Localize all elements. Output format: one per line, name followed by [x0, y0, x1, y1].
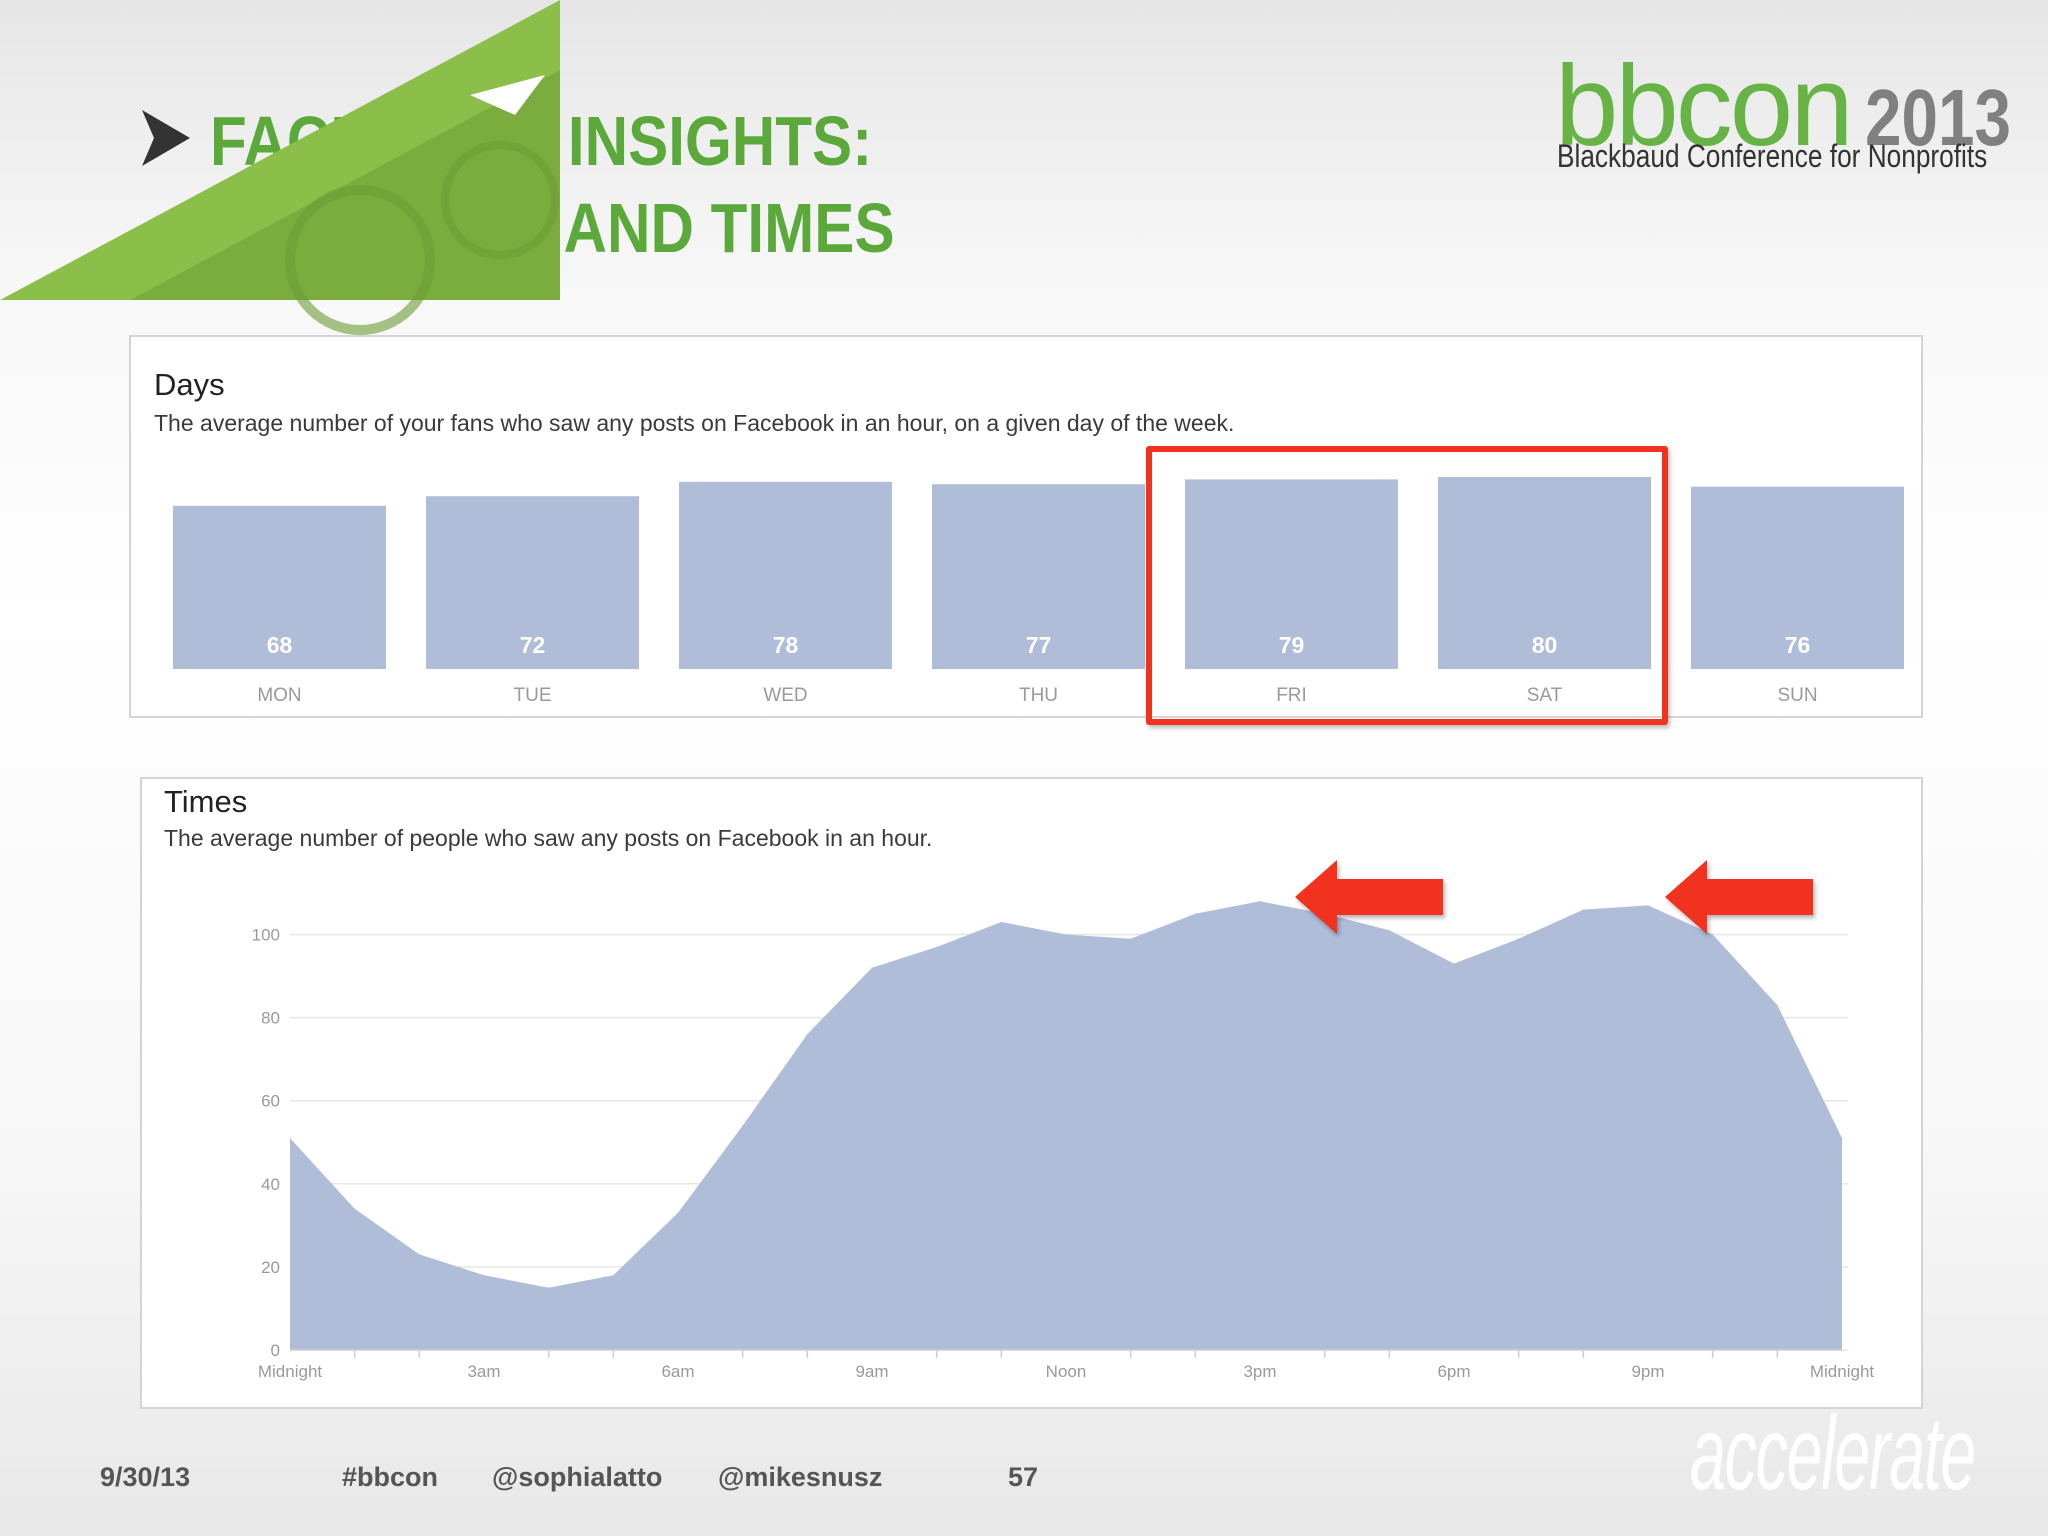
data-point-5: [612, 1274, 614, 1276]
data-point-23: [1776, 1004, 1778, 1006]
data-point-14: [1194, 913, 1196, 915]
bar-category-sun: SUN: [1777, 685, 1817, 706]
footer-handle-1: @sophialatto: [492, 1462, 663, 1492]
bar-fri: [1185, 479, 1398, 669]
logo-wordmark: bbcon: [1555, 43, 1854, 170]
data-point-17: [1388, 929, 1390, 931]
times-title: Times: [164, 784, 248, 819]
bar-category-tue: TUE: [514, 685, 552, 706]
bar-category-wed: WED: [763, 685, 807, 706]
x-tick-1: 3am: [467, 1362, 500, 1381]
logo-subtitle: Blackbaud Conference for Nonprofits: [1557, 138, 1988, 174]
bar-sat: [1438, 477, 1651, 669]
x-tick-2: 6am: [661, 1362, 694, 1381]
accelerate-wordmark: accelerate: [1690, 1396, 1976, 1512]
x-tick-8: Midnight: [1810, 1362, 1875, 1381]
days-title: Days: [154, 367, 225, 402]
bar-value-thu: 77: [1026, 632, 1052, 658]
x-tick-4: Noon: [1046, 1362, 1087, 1381]
days-bar-chart: 68 MON 72 TUE 78 WED 77 THU 79 FRI 80 SAT 76 SUN: [173, 477, 1904, 706]
x-tick-7: 9pm: [1631, 1362, 1664, 1381]
data-point-15: [1259, 900, 1261, 902]
accelerate-corner-graphic: [0, 0, 560, 335]
x-tick-6: 6pm: [1437, 1362, 1470, 1381]
data-point-12: [1065, 934, 1067, 935]
bar-value-mon: 68: [267, 632, 293, 658]
times-panel: Times The average number of people who s…: [140, 777, 1923, 1409]
y-tick-0: 0: [271, 1341, 280, 1360]
peak-arrow-9pm-icon: [1665, 860, 1813, 934]
y-tick-20: 20: [261, 1258, 280, 1277]
data-point-13: [1130, 938, 1132, 940]
x-tick-5: 3pm: [1243, 1362, 1276, 1381]
data-point-7: [742, 1125, 744, 1127]
bbcon-logo: bbcon 2013 Blackbaud Conference for Nonpr…: [1555, 43, 2011, 175]
bar-wed: [679, 481, 892, 669]
footer-hashtag: #bbcon: [342, 1462, 439, 1492]
data-point-19: [1518, 938, 1520, 940]
data-point-24: [1841, 1137, 1843, 1139]
data-point-11: [1000, 921, 1002, 923]
title-chevron-icon: [142, 110, 190, 166]
bar-value-sun: 76: [1785, 632, 1811, 658]
bar-category-fri: FRI: [1276, 685, 1307, 706]
bar-category-sat: SAT: [1527, 685, 1563, 706]
bar-value-fri: 79: [1279, 632, 1305, 658]
x-tick-0: Midnight: [258, 1362, 323, 1381]
bar-sun: [1691, 486, 1904, 669]
data-point-2: [418, 1253, 420, 1255]
data-point-0: [289, 1137, 291, 1139]
fri-sat-highlight-box: [1146, 446, 1668, 725]
footer-date: 9/30/13: [100, 1462, 191, 1492]
data-point-3: [483, 1274, 485, 1276]
bar-category-mon: MON: [257, 685, 301, 706]
times-area-chart: 0 20 40 60 80 100 Midnight 3am 6am 9am Noon 3pm 6pm 9…: [252, 900, 1875, 1381]
peak-arrow-3pm-icon: [1295, 860, 1443, 934]
y-tick-100: 100: [252, 926, 280, 945]
bar-value-sat: 80: [1532, 632, 1558, 658]
y-tick-80: 80: [261, 1009, 280, 1028]
times-subtitle: The average number of people who saw any…: [164, 825, 933, 851]
data-point-9: [871, 967, 873, 969]
footer-handle-2: @mikesnusz: [718, 1462, 883, 1492]
logo-year: 2013: [1864, 73, 2011, 162]
days-panel: Days The average number of your fans who…: [129, 335, 1923, 718]
data-point-21: [1647, 904, 1649, 906]
data-point-8: [806, 1033, 808, 1035]
bar-category-thu: THU: [1019, 685, 1058, 706]
data-point-1: [354, 1208, 356, 1210]
data-point-4: [548, 1287, 550, 1289]
bar-value-wed: 78: [773, 632, 799, 658]
y-tick-60: 60: [261, 1092, 280, 1111]
data-point-18: [1453, 963, 1455, 965]
bar-mon: [173, 505, 386, 669]
area-series: [290, 901, 1842, 1350]
data-point-6: [677, 1212, 679, 1214]
bar-value-tue: 72: [520, 632, 546, 658]
x-tick-3: 9am: [855, 1362, 888, 1381]
data-point-20: [1582, 909, 1584, 911]
days-subtitle: The average number of your fans who saw …: [154, 410, 1235, 436]
footer-page-number: 57: [1008, 1462, 1039, 1492]
y-tick-40: 40: [261, 1175, 280, 1194]
data-point-22: [1712, 934, 1714, 935]
data-point-10: [936, 946, 938, 948]
bar-tue: [426, 496, 639, 669]
bar-thu: [932, 484, 1145, 669]
